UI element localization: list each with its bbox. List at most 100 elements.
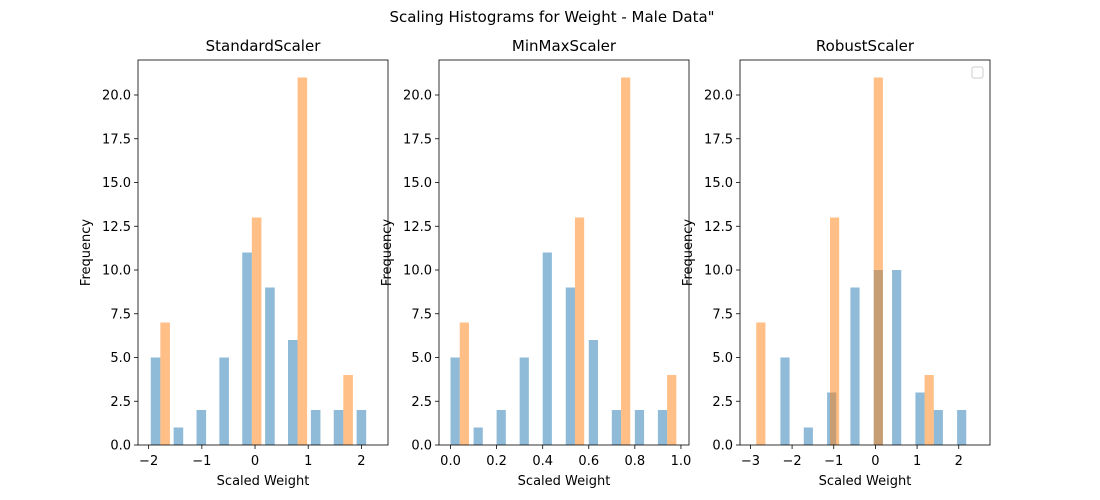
y-tick-label: 12.5 (403, 220, 432, 235)
histogram-bar (473, 427, 483, 445)
subplot-1: −2 −1 0 1 20.02.55.07.510.012.515.017.520.0S… (79, 37, 389, 489)
histogram-bar (850, 287, 860, 445)
x-tick-label: 2 (357, 454, 365, 469)
histogram-bar (356, 410, 367, 445)
axes-frame (438, 59, 690, 446)
histogram-bar (667, 375, 677, 445)
x-tick-label: 1 (913, 454, 921, 469)
histogram-bar (173, 427, 184, 445)
x-tick-label: 0.0 (440, 454, 461, 469)
y-tick-label: 17.5 (704, 132, 733, 147)
histogram-bar (196, 410, 207, 445)
histogram-bar (611, 410, 622, 445)
y-tick-label: 7.5 (110, 307, 131, 322)
y-tick-label: 7.5 (712, 307, 733, 322)
y-tick-label: 17.5 (403, 132, 432, 147)
histogram-bar (459, 322, 469, 445)
x-tick-label: 0.8 (625, 454, 646, 469)
x-axis-label: Scaled Weight (819, 474, 912, 489)
subplot-3: −3 −2 −1 0 1 20.02.55.07.510.012.515.017.520.… (681, 37, 991, 489)
y-tick-label: 12.5 (704, 220, 733, 235)
subplot-2: 0.0 0.2 0.4 0.6 0.8 1.0 0.0 2.5 5.0 7.5 10.0 12.5 15… (380, 37, 691, 489)
histogram-bar (297, 77, 308, 445)
y-tick-label: 15.0 (704, 176, 733, 191)
histogram-bar (160, 322, 170, 445)
histogram-bar (873, 77, 883, 445)
x-axis-label: Scaled Weight (518, 474, 611, 489)
x-tick-label: −1 (824, 454, 843, 469)
y-axis-label: Frequency (681, 219, 696, 286)
subplot-title: StandardScaler (206, 37, 322, 55)
y-tick-label: 5.0 (110, 351, 131, 366)
axes-frame (137, 59, 389, 446)
x-tick-label: 2 (955, 454, 963, 469)
histogram-bar (924, 375, 934, 445)
x-tick-label: −3 (741, 454, 760, 469)
y-axis-label: Frequency (79, 219, 94, 286)
x-tick-label: 0.4 (532, 454, 553, 469)
y-tick-label: 0.0 (411, 439, 432, 454)
y-tick-label: 0.0 (110, 439, 131, 454)
y-tick-label: 10.0 (102, 264, 131, 279)
histogram-bar (150, 357, 161, 445)
histogram-bar (574, 217, 585, 445)
x-tick-label: −2 (139, 454, 158, 469)
histogram-bar (288, 340, 298, 445)
histogram-bar (265, 287, 275, 445)
x-tick-label: 0 (251, 454, 259, 469)
figure-suptitle: Scaling Histograms for Weight - Male Dat… (389, 8, 714, 26)
histogram-bar (933, 410, 943, 445)
y-tick-label: 15.0 (102, 176, 131, 191)
histogram-bar (892, 270, 902, 445)
subplot-title: RobustScaler (816, 37, 915, 55)
x-axis-label: Scaled Weight (217, 474, 310, 489)
y-tick-label: 12.5 (102, 220, 131, 235)
y-tick-label: 10.0 (704, 264, 733, 279)
y-tick-label: 20.0 (403, 89, 432, 104)
histogram-bar (542, 252, 552, 445)
y-tick-label: 15.0 (403, 176, 432, 191)
x-tick-label: 1 (304, 454, 312, 469)
histogram-bar (803, 427, 813, 445)
y-tick-label: 2.5 (712, 395, 733, 410)
histogram-bar (333, 410, 344, 445)
y-tick-label: 0.0 (712, 439, 733, 454)
x-tick-label: −1 (192, 454, 211, 469)
x-tick-label: 0 (871, 454, 879, 469)
y-tick-label: 2.5 (411, 395, 432, 410)
y-tick-label: 10.0 (403, 264, 432, 279)
histogram-bar (621, 77, 631, 445)
histogram-bar (310, 410, 321, 445)
axes-frame (739, 59, 991, 446)
histogram-bar (634, 410, 645, 445)
histogram-bar (780, 357, 790, 445)
y-tick-label: 2.5 (110, 395, 131, 410)
x-tick-label: −2 (782, 454, 801, 469)
x-tick-label: 1.0 (671, 454, 692, 469)
histogram-bar (915, 392, 925, 445)
y-tick-label: 5.0 (411, 351, 432, 366)
legend-box (971, 66, 984, 79)
y-tick-label: 17.5 (102, 132, 131, 147)
histogram-bar (242, 252, 252, 445)
histogram-bar (519, 357, 529, 445)
y-tick-label: 5.0 (712, 351, 733, 366)
histogram-bar (450, 357, 460, 445)
y-tick-label: 7.5 (411, 307, 432, 322)
histogram-bar (251, 217, 262, 445)
x-tick-label: 0.6 (578, 454, 599, 469)
y-tick-label: 20.0 (704, 89, 733, 104)
histogram-bar (496, 410, 506, 445)
histogram-bar (756, 322, 766, 445)
histogram-bar (830, 217, 840, 445)
histogram-bar (588, 340, 598, 445)
histogram-bar (565, 287, 575, 445)
histogram-bar (657, 410, 668, 445)
subplot-title: MinMaxScaler (512, 37, 617, 55)
histogram-bar (957, 410, 967, 445)
histogram-bar (343, 375, 353, 445)
y-axis-label: Frequency (380, 219, 395, 286)
histogram-bar (219, 357, 229, 445)
x-tick-label: 0.2 (486, 454, 507, 469)
